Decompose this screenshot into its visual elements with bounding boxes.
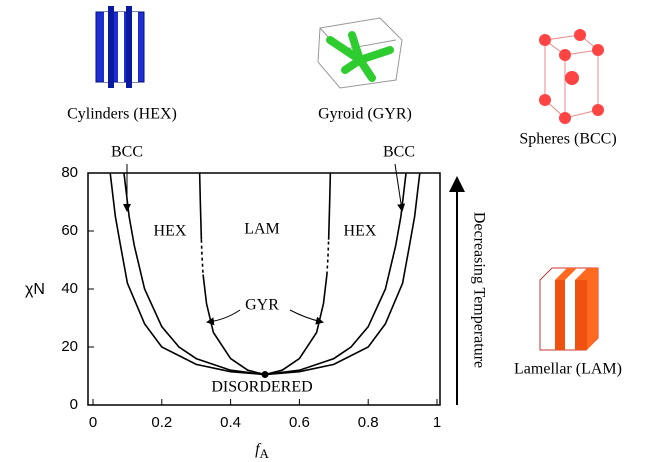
x-axis-label-main: f [255,441,262,458]
structure-label: Cylinders (HEX) [67,106,177,123]
annotation: BCC [111,144,143,161]
phase-boundary [123,172,407,376]
annotation: HEX [344,223,377,240]
y-tick-label: 60 [61,222,78,239]
x-axis-label: fA [255,441,269,461]
annotation: BCC [383,144,415,161]
cylinders-icon [95,6,145,88]
y-tick-label: 80 [61,164,78,181]
structure-label: Spheres (BCC) [519,131,616,148]
y-tick-label: 20 [61,338,78,355]
x-tick-label: 0.2 [151,414,172,431]
lamellar-icon [539,267,599,351]
annotation: LAM [244,221,280,238]
x-tick-label: 0.8 [358,414,379,431]
x-axis-label-sub: A [260,446,270,461]
annotation: HEX [154,223,187,240]
y-axis-label: χN [25,281,45,298]
x-tick-label: 0.4 [220,414,241,431]
y-tick-label: 40 [61,280,78,297]
phase-boundary [109,172,421,376]
structure-label: Gyroid (GYR) [318,106,412,123]
plot-frame [87,172,441,406]
structure-label: Lamellar (LAM) [514,361,622,378]
x-tick-label: 0.6 [289,414,310,431]
critical-point [261,371,269,379]
gyroid-icon [317,17,403,89]
annotation: DISORDERED [211,379,312,396]
spheres-icon [539,29,604,124]
phase-boundary [198,172,332,376]
y-tick-label: 0 [70,396,78,413]
annotation: GYR [245,297,279,314]
x-tick-label: 0 [89,414,97,431]
side-label: Decreasing Temperature [470,212,487,368]
phase-boundary [200,239,330,275]
x-tick-label: 1 [433,414,441,431]
